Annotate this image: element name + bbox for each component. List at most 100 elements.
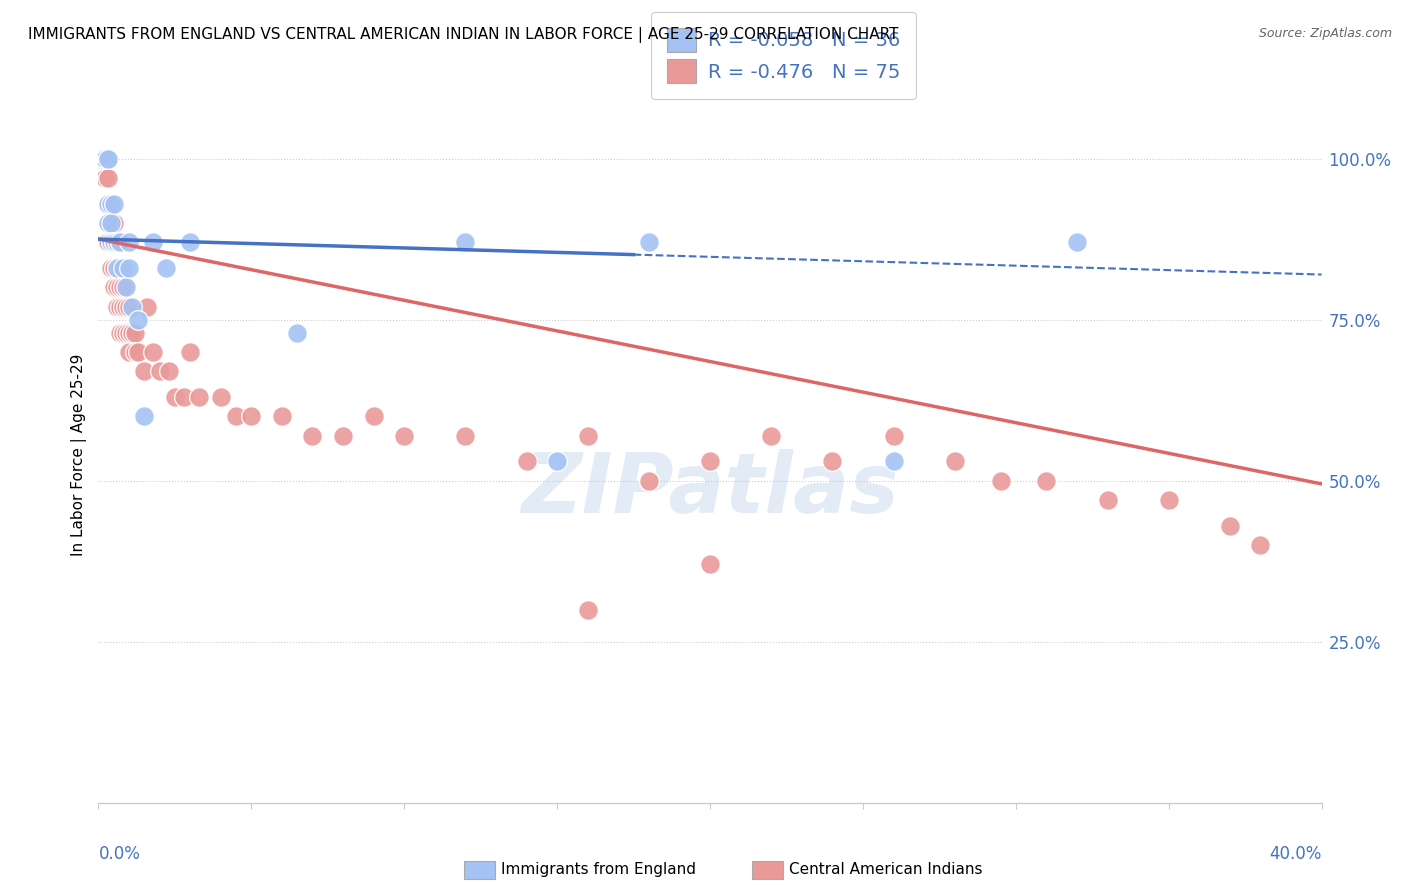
Point	[93, 152, 115, 166]
Point	[90, 152, 112, 166]
Point	[97, 170, 120, 185]
Point	[111, 300, 134, 314]
Point	[699, 558, 721, 572]
Point	[103, 261, 125, 276]
Point	[121, 326, 143, 340]
Point	[118, 300, 141, 314]
Point	[699, 454, 721, 468]
Point	[121, 300, 143, 314]
Point	[103, 235, 125, 250]
Point	[124, 326, 146, 340]
Point	[173, 390, 195, 404]
Point	[100, 196, 122, 211]
Point	[1249, 538, 1271, 552]
Point	[115, 280, 138, 294]
Point	[1066, 235, 1088, 250]
Point	[93, 152, 115, 166]
Point	[93, 152, 115, 166]
Point	[149, 364, 172, 378]
Text: Immigrants from England: Immigrants from England	[501, 863, 696, 877]
Point	[943, 454, 966, 468]
Point	[883, 454, 905, 468]
Text: 40.0%: 40.0%	[1270, 845, 1322, 863]
Point	[759, 428, 782, 442]
Point	[240, 409, 263, 424]
Point	[285, 326, 308, 340]
Point	[142, 235, 165, 250]
Point	[127, 344, 149, 359]
Point	[118, 261, 141, 276]
Point	[100, 196, 122, 211]
Point	[103, 216, 125, 230]
Point	[179, 235, 201, 250]
Point	[1157, 493, 1180, 508]
Point	[103, 280, 125, 294]
Point	[637, 474, 661, 488]
Point	[93, 152, 115, 166]
Point	[118, 344, 141, 359]
Point	[576, 428, 599, 442]
Point	[97, 152, 120, 166]
Point	[155, 261, 177, 276]
Point	[637, 235, 661, 250]
Point	[108, 235, 131, 250]
Point	[103, 196, 125, 211]
Point	[97, 196, 120, 211]
Point	[103, 235, 125, 250]
Point	[392, 428, 416, 442]
Point	[134, 364, 156, 378]
Point	[163, 390, 186, 404]
Point	[93, 170, 115, 185]
Point	[111, 280, 134, 294]
Point	[90, 152, 112, 166]
Point	[142, 344, 165, 359]
Point	[105, 300, 128, 314]
Point	[115, 326, 138, 340]
Point	[90, 152, 112, 166]
Point	[179, 344, 201, 359]
Point	[127, 312, 149, 326]
Point	[97, 216, 120, 230]
Point	[516, 454, 538, 468]
Point	[136, 300, 159, 314]
Point	[108, 235, 131, 250]
Point	[100, 235, 122, 250]
Point	[97, 196, 120, 211]
Text: Source: ZipAtlas.com: Source: ZipAtlas.com	[1258, 27, 1392, 40]
Point	[363, 409, 385, 424]
Point	[93, 152, 115, 166]
Point	[108, 300, 131, 314]
Point	[990, 474, 1012, 488]
Point	[100, 261, 122, 276]
Point	[225, 409, 247, 424]
Point	[157, 364, 180, 378]
Point	[188, 390, 211, 404]
Point	[134, 409, 156, 424]
Point	[97, 152, 120, 166]
Point	[1097, 493, 1119, 508]
Point	[97, 235, 120, 250]
Point	[124, 344, 146, 359]
Text: Central American Indians: Central American Indians	[789, 863, 983, 877]
Point	[90, 152, 112, 166]
Point	[100, 235, 122, 250]
Point	[100, 216, 122, 230]
Point	[93, 152, 115, 166]
Point	[105, 261, 128, 276]
Point	[93, 152, 115, 166]
Point	[105, 235, 128, 250]
Point	[118, 235, 141, 250]
Point	[93, 152, 115, 166]
Point	[576, 602, 599, 616]
Point	[105, 261, 128, 276]
Point	[1035, 474, 1057, 488]
Point	[1219, 518, 1241, 533]
Point	[105, 235, 128, 250]
Point	[118, 326, 141, 340]
Point	[270, 409, 292, 424]
Text: 0.0%: 0.0%	[98, 845, 141, 863]
Point	[100, 216, 122, 230]
Point	[103, 235, 125, 250]
Point	[546, 454, 568, 468]
Legend: R = -0.058   N = 36, R = -0.476   N = 75: R = -0.058 N = 36, R = -0.476 N = 75	[651, 12, 915, 99]
